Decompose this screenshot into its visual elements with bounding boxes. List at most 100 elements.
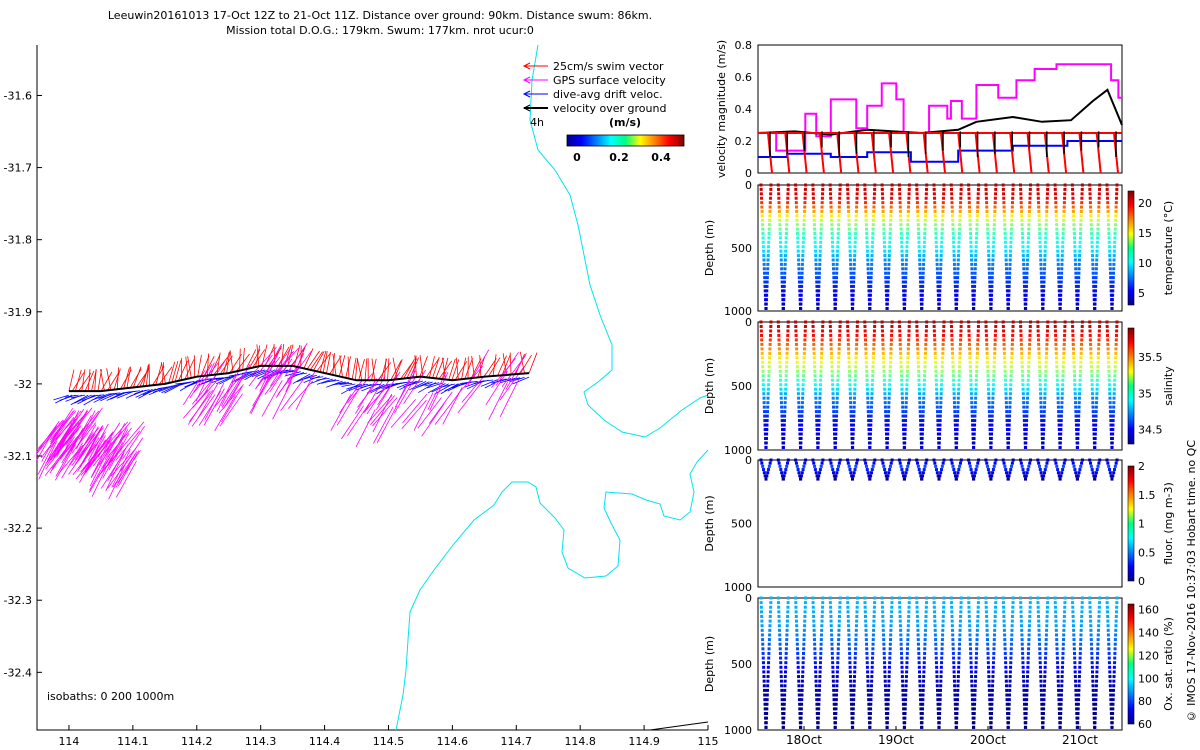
profile-dot (917, 651, 921, 655)
profile-dot (968, 633, 972, 637)
profile-dot (1004, 392, 1008, 396)
profile-dot (835, 693, 839, 697)
velocity-ytick: 0.2 (735, 135, 753, 148)
profile-dot (1072, 356, 1076, 360)
profile-dot (973, 693, 977, 697)
profile-dot (1059, 298, 1063, 302)
profile-dot (847, 638, 851, 642)
profile-dot (898, 196, 902, 200)
profile-dot (952, 245, 956, 249)
profile-dot (855, 610, 859, 614)
profile-dot (1039, 670, 1043, 674)
profile-dot (834, 474, 838, 478)
profile-dot (915, 596, 919, 600)
profile-dot (1025, 410, 1029, 414)
profile-dot (1011, 601, 1015, 605)
profile-dot (786, 324, 790, 328)
profile-dot (967, 610, 971, 614)
profile-dot (933, 347, 937, 351)
profile-dot (863, 187, 867, 191)
profile-dot (1055, 223, 1059, 227)
profile-colorbar (1127, 190, 1135, 306)
profile-dot (802, 369, 806, 373)
profile-dot (762, 670, 766, 674)
profile-dot (1021, 675, 1025, 679)
profile-dot (1074, 423, 1078, 427)
profile-dot (1054, 624, 1058, 628)
profile-dot (796, 651, 800, 655)
profile-dot (939, 271, 942, 275)
profile-dot (795, 209, 799, 213)
gps-vector (221, 373, 244, 408)
profile-dot (1079, 356, 1083, 360)
profile-dot (989, 445, 993, 449)
profile-dot (797, 688, 801, 692)
profile-dot (1110, 477, 1114, 481)
profile-dot (899, 214, 903, 218)
profile-dot (796, 656, 800, 660)
profile-dot (1098, 596, 1102, 600)
dive-speed-mark (870, 132, 877, 174)
profile-dot (801, 396, 805, 400)
profile-dot (1042, 414, 1046, 418)
profile-dot (1095, 254, 1099, 258)
profile-dot (977, 458, 981, 462)
profile-dot (1007, 298, 1011, 302)
profile-dot (759, 183, 763, 187)
profile-dot (886, 432, 890, 436)
profile-dot (1063, 187, 1067, 191)
profile-dot (907, 601, 911, 605)
profile-dot (766, 670, 770, 674)
profile-dot (890, 329, 894, 333)
profile-dot (1053, 324, 1057, 328)
profile-dot (803, 619, 807, 623)
profile-dot (922, 240, 926, 244)
profile-dot (1039, 679, 1043, 683)
profile-dot (1008, 675, 1012, 679)
profile-dot (1027, 365, 1031, 369)
colorbar-tick-label: 34.5 (1138, 424, 1163, 437)
profile-dot (1060, 271, 1064, 275)
profile-dot (957, 232, 961, 236)
legend-label: velocity over ground (553, 102, 666, 115)
profile-dot (888, 365, 892, 369)
profile-dot (803, 342, 807, 346)
profile-dot (1028, 338, 1032, 342)
profile-dot (1080, 329, 1084, 333)
profile-dot (1090, 387, 1094, 391)
profile-dot (814, 665, 818, 669)
profile-dot (831, 679, 835, 683)
profile-dot (940, 240, 944, 244)
profile-dot (786, 601, 790, 605)
profile-dot (958, 461, 962, 465)
profile-dot (1096, 365, 1100, 369)
profile-dot (1088, 192, 1092, 196)
profile-dot (957, 468, 961, 472)
dive-speed-mark (1026, 132, 1033, 174)
profile-dot (851, 302, 855, 306)
profile-dot (958, 624, 962, 628)
profile-dot (1011, 605, 1015, 609)
profile-dot (898, 605, 902, 609)
profile-dot (764, 725, 768, 729)
profile-dot (1010, 347, 1014, 351)
profile-dot (816, 436, 820, 440)
profile-dot (797, 684, 801, 688)
profile-dot (866, 392, 870, 396)
profile-dot (786, 192, 790, 196)
profile-dot (761, 464, 765, 468)
profile-dot (933, 218, 937, 222)
profile-dot (1071, 201, 1075, 205)
profile-dot (881, 196, 885, 200)
profile-dot (869, 428, 873, 432)
profile-dot (760, 619, 764, 623)
profile-dot (952, 396, 956, 400)
profile-dot (953, 702, 957, 706)
profile-dot (940, 638, 944, 642)
profile-dot (1003, 365, 1007, 369)
x-tick-label: 114.1 (117, 735, 149, 748)
profile-dot (786, 605, 790, 609)
profile-dot (1076, 702, 1080, 706)
profile-dot (848, 396, 852, 400)
profile-dot (1002, 628, 1006, 632)
